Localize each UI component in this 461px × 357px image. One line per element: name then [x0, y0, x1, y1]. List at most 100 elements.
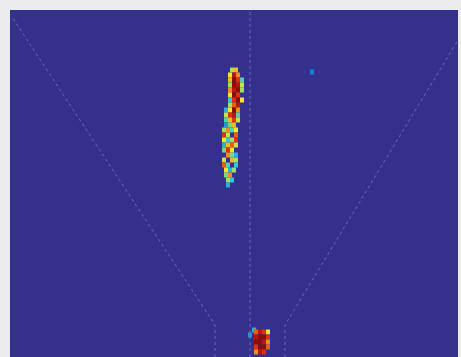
- heat-cell: [228, 123, 232, 128]
- heat-cell: [240, 98, 244, 103]
- heat-cell: [226, 178, 230, 183]
- heat-cell: [224, 118, 228, 123]
- heat-cell: [258, 330, 262, 335]
- heat-cell: [310, 70, 314, 75]
- heat-cell: [236, 118, 240, 123]
- heat-cell: [236, 88, 240, 93]
- heat-cell: [240, 83, 244, 88]
- heat-cell: [254, 340, 258, 345]
- heat-cell: [234, 128, 238, 133]
- heat-cell: [222, 163, 226, 168]
- chart: [0, 0, 461, 357]
- heat-cell: [236, 78, 240, 83]
- sector-line: [285, 40, 458, 357]
- heat-cell: [232, 118, 236, 123]
- heat-cell: [262, 350, 266, 355]
- heat-cell: [230, 68, 234, 73]
- heat-cell: [224, 108, 228, 113]
- heat-cell: [234, 163, 238, 168]
- heat-cell: [230, 153, 234, 158]
- heat-cell: [222, 133, 226, 138]
- heat-cell: [236, 113, 240, 118]
- heat-cell: [228, 118, 232, 123]
- heat-cell: [222, 158, 226, 163]
- heat-cell: [234, 133, 238, 138]
- heat-cell: [236, 93, 240, 98]
- heat-cell: [228, 88, 232, 93]
- heat-cell: [232, 78, 236, 83]
- sector-line: [250, 10, 251, 357]
- heat-cell: [226, 128, 230, 133]
- heat-cell: [262, 330, 266, 335]
- heat-cell: [224, 123, 228, 128]
- heat-cell: [234, 138, 238, 143]
- heat-cell: [232, 103, 236, 108]
- heat-cell: [236, 98, 240, 103]
- heat-cell: [226, 133, 230, 138]
- heat-cell: [232, 113, 236, 118]
- heat-cell: [222, 143, 226, 148]
- heat-cell: [224, 113, 228, 118]
- cells: [12, 10, 458, 357]
- heat-cell: [234, 68, 238, 73]
- heat-cell: [266, 345, 270, 350]
- heat-cell: [226, 163, 230, 168]
- heat-cell: [258, 350, 262, 355]
- heat-cell: [230, 143, 234, 148]
- heat-cell: [232, 83, 236, 88]
- heat-cell: [232, 108, 236, 113]
- heat-cell: [232, 123, 236, 128]
- heat-cell: [222, 138, 226, 143]
- heat-cell: [266, 335, 270, 340]
- heat-cell: [236, 73, 240, 78]
- heat-cell: [228, 103, 232, 108]
- heat-cell: [230, 138, 234, 143]
- heat-cell: [236, 108, 240, 113]
- heat-cell: [240, 78, 244, 83]
- heat-cell: [266, 330, 270, 335]
- heat-cell: [232, 98, 236, 103]
- heat-cell: [254, 330, 258, 335]
- heat-cell: [230, 148, 234, 153]
- heat-cell: [226, 148, 230, 153]
- sector-guides: [12, 10, 458, 357]
- heat-cell: [234, 153, 238, 158]
- heat-cell: [230, 158, 234, 163]
- heat-cell: [232, 168, 236, 173]
- heat-cell: [228, 93, 232, 98]
- heat-cell: [258, 345, 262, 350]
- sector-line: [12, 17, 215, 357]
- heat-cell: [262, 335, 266, 340]
- heat-cell: [228, 83, 232, 88]
- heat-cell: [228, 78, 232, 83]
- heat-cell: [232, 93, 236, 98]
- heat-cell: [226, 138, 230, 143]
- heat-cell: [240, 88, 244, 93]
- heat-cell: [248, 333, 252, 338]
- heat-cell: [228, 98, 232, 103]
- heat-cell: [232, 73, 236, 78]
- heat-cell: [254, 335, 258, 340]
- heat-cell: [232, 88, 236, 93]
- heat-cell: [228, 173, 232, 178]
- heat-cell: [234, 143, 238, 148]
- heat-cell: [254, 350, 258, 355]
- heat-cell: [254, 345, 258, 350]
- heat-cell: [228, 113, 232, 118]
- heat-cell: [258, 340, 262, 345]
- heat-cell: [226, 183, 230, 188]
- heat-cell: [258, 335, 262, 340]
- heat-cell: [224, 168, 228, 173]
- heat-cell: [234, 158, 238, 163]
- heat-cell: [230, 128, 234, 133]
- heat-cell: [230, 178, 234, 183]
- heat-cell: [228, 73, 232, 78]
- heat-cell: [266, 340, 270, 345]
- plot-area: [10, 10, 458, 357]
- heat-cell: [222, 148, 226, 153]
- heat-cell: [228, 168, 232, 173]
- heat-cell: [236, 83, 240, 88]
- heat-cell: [262, 345, 266, 350]
- heat-cell: [226, 143, 230, 148]
- heat-cell: [222, 128, 226, 133]
